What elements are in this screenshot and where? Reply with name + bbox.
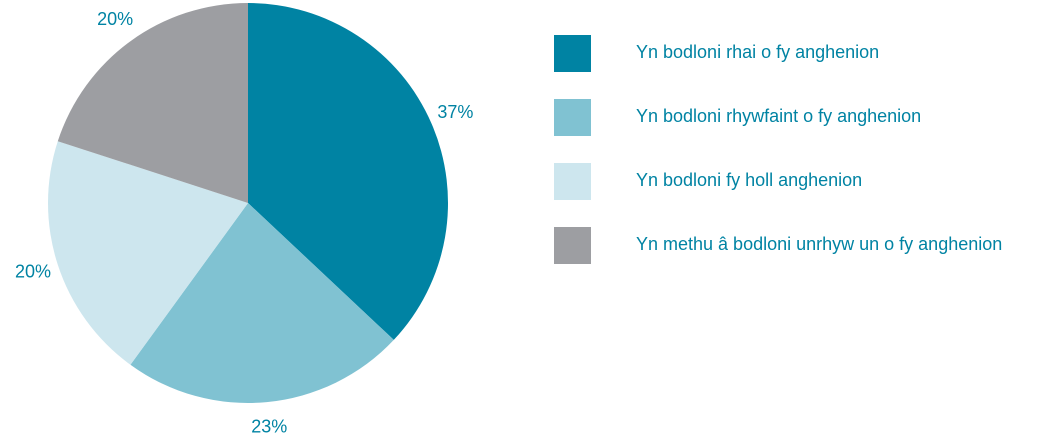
- legend-swatch: [554, 35, 591, 72]
- legend-label: Yn bodloni rhywfaint o fy anghenion: [636, 106, 921, 126]
- legend-label: Yn bodloni rhai o fy anghenion: [636, 42, 879, 62]
- data-label: 20%: [97, 9, 133, 29]
- pie-slice: [48, 141, 248, 365]
- data-label: 23%: [251, 417, 287, 437]
- legend-swatch: [554, 227, 591, 264]
- legend-swatch: [554, 163, 591, 200]
- legend-label: Yn methu â bodloni unrhyw un o fy anghen…: [636, 234, 1002, 254]
- pie-slice: [130, 203, 394, 403]
- legend-label: Yn bodloni fy holl anghenion: [636, 170, 862, 190]
- data-label: 20%: [15, 262, 51, 282]
- pie-slice: [248, 3, 448, 340]
- legend-swatch: [554, 99, 591, 136]
- pie-slice: [57, 3, 248, 203]
- data-label: 37%: [437, 102, 473, 122]
